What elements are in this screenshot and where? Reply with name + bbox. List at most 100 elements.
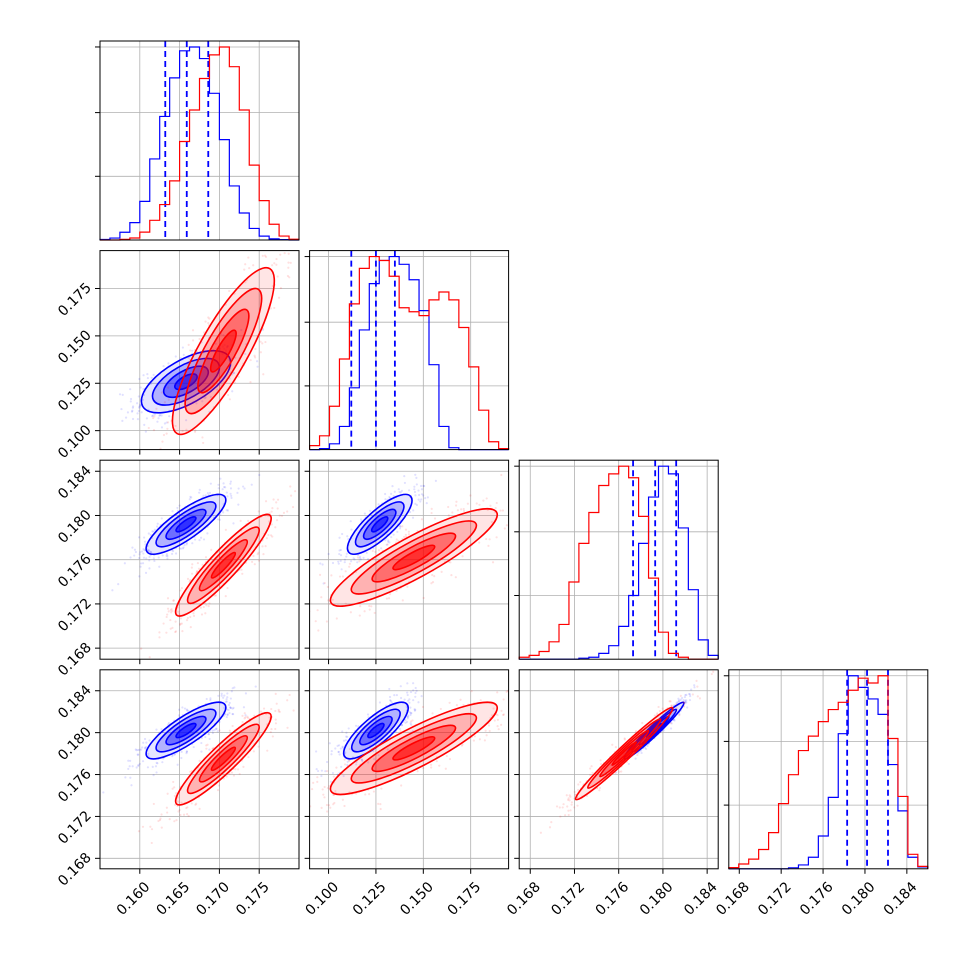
scatter-point xyxy=(185,542,189,545)
scatter-point xyxy=(425,501,428,505)
scatter-point xyxy=(180,622,183,625)
scatter-point xyxy=(221,488,224,491)
scatter-point xyxy=(347,538,350,541)
scatter-point xyxy=(145,745,148,749)
scatter-point xyxy=(321,563,324,566)
scatter-point xyxy=(408,701,411,704)
scatter-point xyxy=(637,750,640,753)
scatter-point xyxy=(342,739,346,742)
scatter-point xyxy=(207,322,210,325)
red-density-fill xyxy=(612,742,637,766)
scatter-point xyxy=(653,714,656,717)
blue-density-fill xyxy=(371,516,388,532)
scatter-point xyxy=(342,774,345,778)
scatter-point xyxy=(158,413,162,417)
scatter-point xyxy=(129,388,132,391)
x-tick-label: 0.180 xyxy=(839,879,879,919)
scatter-point xyxy=(496,725,499,728)
scatter-point xyxy=(431,573,434,577)
scatter-point xyxy=(686,706,689,709)
scatter-point xyxy=(229,706,232,710)
scatter-point xyxy=(185,619,189,622)
scatter-point xyxy=(319,562,322,565)
scatter-point xyxy=(348,565,351,568)
scatter-point xyxy=(142,552,145,555)
scatter-point xyxy=(348,747,351,751)
scatter-point xyxy=(331,598,334,601)
scatter-point xyxy=(208,317,211,320)
scatter-point xyxy=(226,696,229,699)
scatter-point xyxy=(280,635,282,637)
scatter-point xyxy=(416,770,419,773)
scatter-point xyxy=(228,711,231,715)
scatter-point xyxy=(683,701,686,705)
scatter-point xyxy=(374,550,377,553)
scatter-point xyxy=(186,577,190,580)
scatter-point xyxy=(279,812,281,814)
scatter-point xyxy=(377,503,380,506)
scatter-point xyxy=(202,538,206,541)
scatter-point xyxy=(149,533,152,537)
scatter-point xyxy=(321,788,324,791)
scatter-point xyxy=(127,759,130,762)
scatter-point xyxy=(431,712,434,715)
scatter-point xyxy=(461,555,464,558)
scatter-point xyxy=(559,815,562,818)
scatter-point xyxy=(334,747,337,750)
scatter-point xyxy=(488,538,491,541)
scatter-point xyxy=(158,818,162,822)
scatter-point xyxy=(320,806,323,809)
blue-contour-line xyxy=(162,365,210,399)
scatter-point xyxy=(286,510,289,513)
hist-panel-3: 0.168 0.172 0.176 0.180 0.184 xyxy=(713,669,929,919)
scatter-point xyxy=(253,563,256,566)
scatter-point xyxy=(397,488,400,491)
scatter-point xyxy=(231,687,234,690)
scatter-point xyxy=(177,610,180,613)
scatter-point xyxy=(185,806,188,810)
scatter-point xyxy=(348,562,351,565)
scatter-point xyxy=(550,821,553,824)
contour-panel-1-0: 0.100 0.125 0.150 0.175 xyxy=(55,250,300,462)
scatter-point xyxy=(524,504,526,506)
scatter-point xyxy=(406,682,409,685)
scatter-point xyxy=(640,751,643,755)
scatter-point xyxy=(417,489,420,492)
scatter-point xyxy=(669,727,673,730)
y-tick-label: 0.175 xyxy=(55,280,95,320)
scatter-point xyxy=(137,830,141,833)
scatter-point xyxy=(431,581,435,584)
scatter-point xyxy=(354,724,358,727)
scatter-point xyxy=(151,415,154,418)
scatter-point xyxy=(324,770,327,773)
scatter-point xyxy=(130,410,134,413)
scatter-point xyxy=(386,543,389,546)
scatter-point xyxy=(387,540,390,543)
y-tick-label: 0.184 xyxy=(55,463,95,503)
scatter-point xyxy=(198,491,201,494)
scatter-point xyxy=(157,556,160,559)
scatter-point xyxy=(162,364,165,368)
scatter-point xyxy=(139,748,143,751)
scatter-point xyxy=(358,560,361,563)
scatter-point xyxy=(215,727,218,730)
scatter-point xyxy=(228,701,231,705)
scatter-point xyxy=(499,509,502,512)
scatter-point xyxy=(327,552,330,556)
scatter-point xyxy=(157,819,160,823)
scatter-point xyxy=(141,760,145,763)
scatter-point xyxy=(328,602,331,605)
scatter-point xyxy=(677,700,680,703)
scatter-point xyxy=(143,737,147,741)
scatter-point xyxy=(257,559,261,562)
scatter-point xyxy=(191,339,195,342)
scatter-point xyxy=(505,690,508,693)
scatter-point xyxy=(233,686,236,689)
scatter-point xyxy=(210,548,213,551)
blue-contour-line xyxy=(165,508,207,541)
scatter-point xyxy=(338,753,341,756)
scatter-point xyxy=(270,523,273,526)
scatter-point xyxy=(287,266,290,269)
scatter-point xyxy=(303,802,305,804)
red-density-fill xyxy=(211,747,236,771)
